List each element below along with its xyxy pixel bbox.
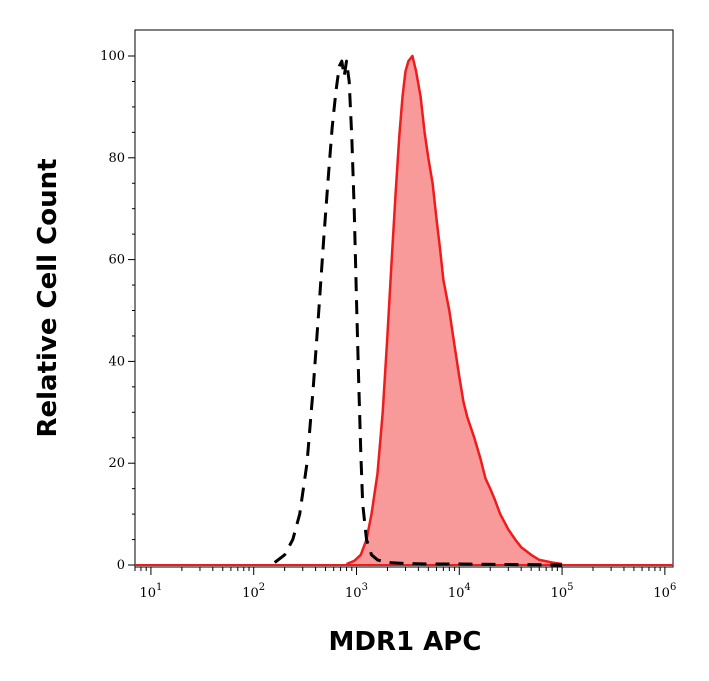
histogram-line-stained (346, 54, 563, 566)
x-tick-label-base: 10 (139, 586, 156, 601)
y-axis: 0 20 40 60 80 100 (100, 49, 135, 573)
y-tick-label-80: 80 (108, 151, 125, 166)
y-tick-label-20: 20 (108, 456, 125, 471)
x-tick-label-1: 101 (139, 582, 162, 601)
y-tick-label-60: 60 (108, 253, 125, 268)
x-tick-label-exponent: 4 (464, 582, 470, 593)
histogram-fill-stained (346, 56, 563, 565)
x-axis-title: MDR1 APC (329, 627, 482, 657)
y-tick-label-0: 0 (117, 558, 125, 573)
x-tick-label-5: 105 (551, 582, 574, 601)
x-tick-label-exponent: 6 (670, 582, 676, 593)
series-layer (135, 54, 673, 567)
x-axis: 101 102 103 104 105 106 (134, 567, 676, 601)
x-tick-label-exponent: 2 (259, 582, 265, 593)
x-tick-label-base: 10 (551, 586, 568, 601)
x-tick-label-base: 10 (345, 586, 362, 601)
x-tick-label-exponent: 3 (362, 582, 368, 593)
x-tick-label-exponent: 5 (567, 582, 573, 593)
y-tick-label-40: 40 (108, 354, 125, 369)
y-axis-title: Relative Cell Count (33, 158, 63, 437)
plot-frame (134, 29, 674, 568)
x-tick-label-base: 10 (448, 586, 465, 601)
x-tick-label-3: 103 (345, 582, 368, 601)
histogram-line-control (273, 59, 563, 567)
x-tick-label-exponent: 1 (156, 582, 162, 593)
y-tick-label-100: 100 (100, 49, 125, 64)
x-tick-label-2: 102 (242, 582, 265, 601)
x-tick-label-base: 10 (653, 586, 670, 601)
x-tick-label-base: 10 (242, 586, 259, 601)
x-tick-label-6: 106 (653, 582, 676, 601)
x-tick-label-4: 104 (448, 582, 471, 601)
